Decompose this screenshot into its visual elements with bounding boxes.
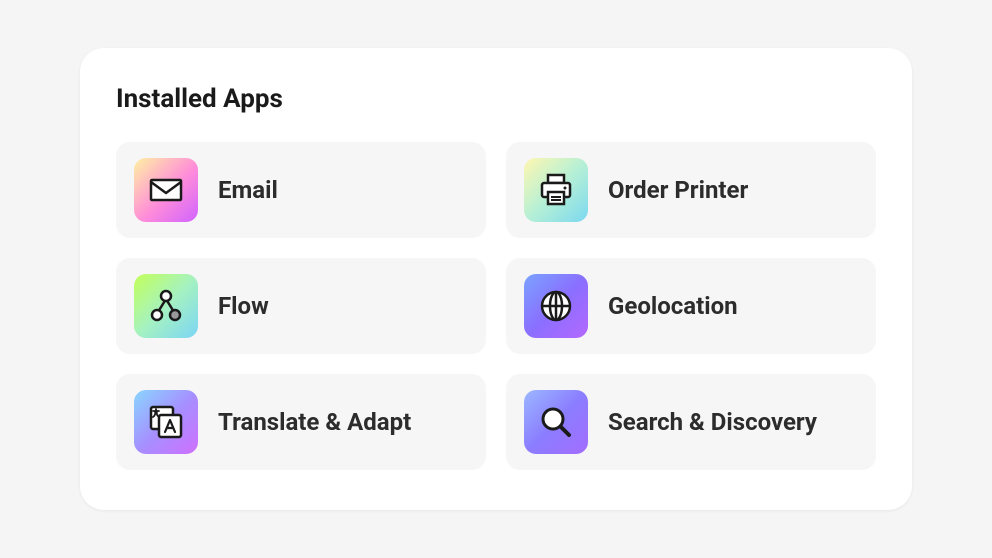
app-item-order-printer[interactable]: Order Printer [506, 142, 876, 238]
app-label: Search & Discovery [608, 408, 817, 436]
app-item-translate[interactable]: Translate & Adapt [116, 374, 486, 470]
app-item-geolocation[interactable]: Geolocation [506, 258, 876, 354]
globe-icon [524, 274, 588, 338]
app-label: Flow [218, 292, 269, 320]
card-title: Installed Apps [116, 84, 876, 114]
printer-icon [524, 158, 588, 222]
flow-icon [134, 274, 198, 338]
installed-apps-card: Installed Apps Email [80, 48, 912, 510]
app-item-search[interactable]: Search & Discovery [506, 374, 876, 470]
app-label: Translate & Adapt [218, 408, 411, 436]
app-item-flow[interactable]: Flow [116, 258, 486, 354]
app-label: Geolocation [608, 292, 738, 320]
app-label: Email [218, 176, 278, 204]
translate-icon [134, 390, 198, 454]
email-icon [134, 158, 198, 222]
app-label: Order Printer [608, 176, 748, 204]
apps-grid: Email Order Printer [116, 142, 876, 470]
app-item-email[interactable]: Email [116, 142, 486, 238]
search-icon [524, 390, 588, 454]
